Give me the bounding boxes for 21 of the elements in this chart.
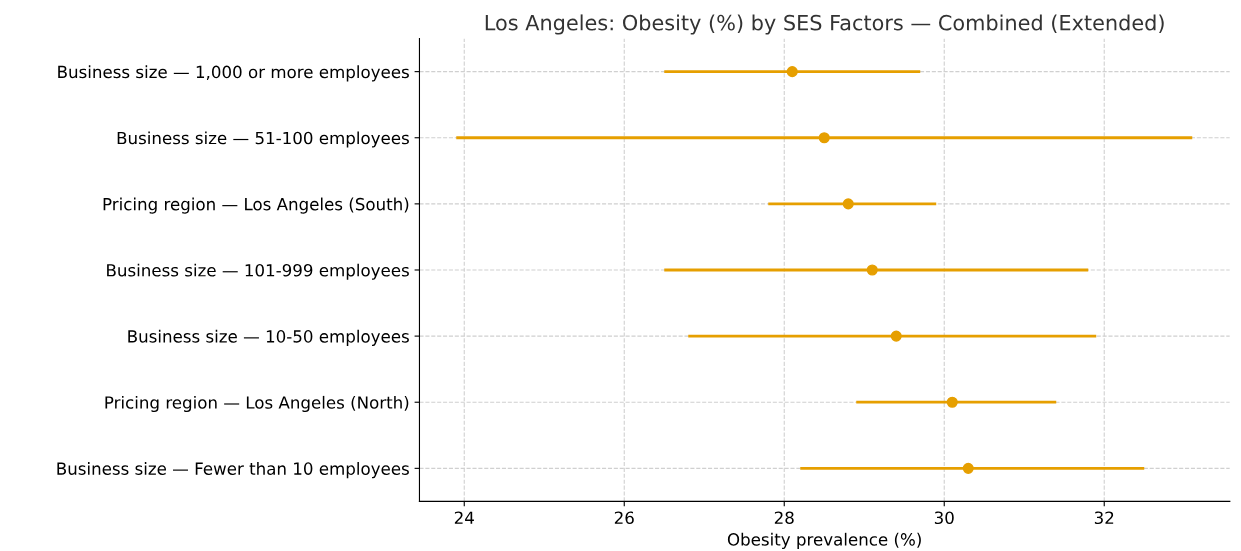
y-tick-label: Business size — 10-50 employees (128, 329, 409, 346)
x-axis-title: Obesity prevalence (%) (727, 532, 921, 549)
y-tick-label: Pricing region — Los Angeles (North) (105, 395, 409, 413)
point (890, 330, 902, 342)
chart-title: Los Angeles: Obesity (%) by SES Factors — Combined (Extended) (485, 14, 1164, 35)
point (842, 198, 854, 210)
point (818, 132, 830, 144)
y-tick-label: Business size — Fewer than 10 employees (57, 462, 409, 479)
x-tick-label: 30 (934, 511, 954, 525)
point (786, 66, 798, 78)
y-tick-label: Business size — 101-999 employees (107, 263, 409, 280)
x-tick-label: 26 (614, 511, 634, 525)
point (946, 396, 958, 408)
y-tick-label: Business size — 1,000 or more employees (58, 65, 409, 82)
x-tick-label: 28 (774, 511, 794, 525)
x-tick-label: 24 (454, 511, 474, 524)
point (866, 264, 878, 276)
y-tick-label: Business size — 51-100 employees (117, 131, 409, 148)
y-tick-label: Pricing region — Los Angeles (South) (103, 197, 409, 214)
point (962, 462, 974, 474)
x-tick-label: 32 (1094, 511, 1114, 525)
